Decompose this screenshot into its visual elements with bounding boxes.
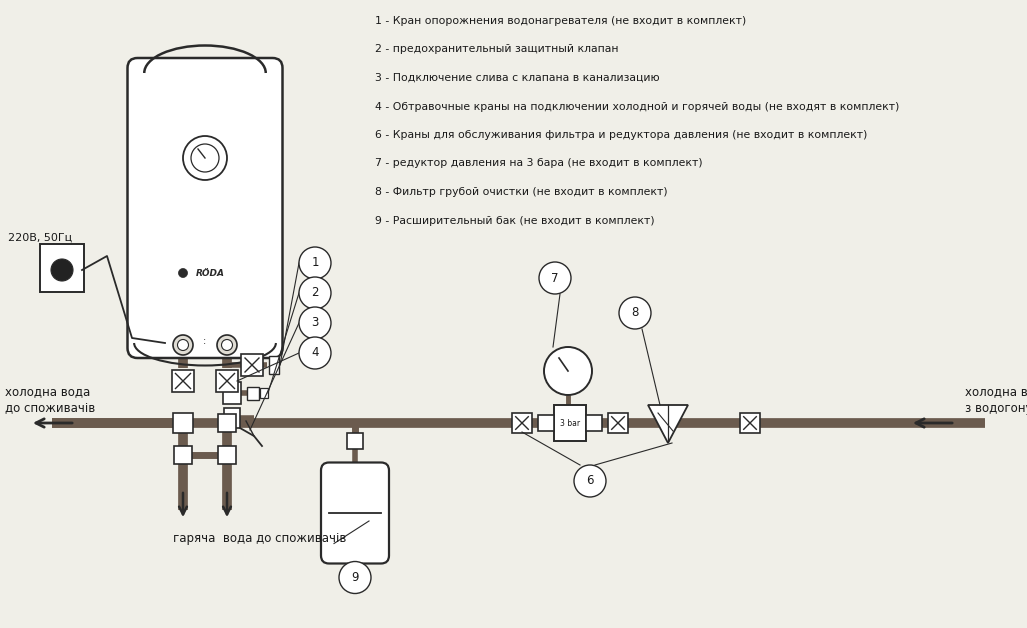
Text: гаряча  вода до споживачів: гаряча вода до споживачів [173, 532, 346, 545]
Text: 1 - Кран опорожнения водонагревателя (не входит в комплект): 1 - Кран опорожнения водонагревателя (не… [375, 16, 747, 26]
Text: RÖDA: RÖDA [195, 269, 225, 278]
FancyBboxPatch shape [554, 405, 586, 441]
FancyBboxPatch shape [172, 370, 194, 392]
Text: 4 - Обтравочные краны на подключении холодной и горячей воды (не входят в компле: 4 - Обтравочные краны на подключении хол… [375, 102, 900, 112]
Circle shape [173, 335, 193, 355]
FancyBboxPatch shape [608, 413, 627, 433]
Text: холодна вода
до споживачів: холодна вода до споживачів [5, 385, 96, 415]
Polygon shape [648, 405, 688, 443]
FancyBboxPatch shape [260, 388, 268, 398]
Text: 6: 6 [586, 475, 594, 487]
Text: 9 - Расширительный бак (не входит в комплект): 9 - Расширительный бак (не входит в комп… [375, 215, 654, 225]
Text: холодна вода
з водогону: холодна вода з водогону [965, 385, 1027, 415]
Text: :: : [203, 336, 206, 346]
Circle shape [51, 259, 73, 281]
Text: 8: 8 [632, 306, 639, 320]
Text: 7 - редуктор давления на 3 бара (не входит в комплект): 7 - редуктор давления на 3 бара (не вход… [375, 158, 702, 168]
Text: 6 - Краны для обслуживания фильтра и редуктора давления (не входит в комплект): 6 - Краны для обслуживания фильтра и ред… [375, 130, 868, 140]
Circle shape [299, 247, 331, 279]
Text: 2 - предохранительный защитный клапан: 2 - предохранительный защитный клапан [375, 45, 618, 55]
FancyBboxPatch shape [248, 386, 259, 399]
Circle shape [217, 335, 237, 355]
Circle shape [539, 262, 571, 294]
Circle shape [183, 136, 227, 180]
Text: 3: 3 [311, 317, 318, 330]
FancyBboxPatch shape [321, 462, 389, 563]
Circle shape [339, 561, 371, 593]
FancyBboxPatch shape [740, 413, 760, 433]
FancyBboxPatch shape [347, 433, 363, 449]
Text: 4: 4 [311, 347, 318, 359]
Circle shape [191, 144, 219, 172]
FancyBboxPatch shape [538, 415, 554, 431]
Circle shape [299, 307, 331, 339]
Text: 8 - Фильтр грубой очистки (не входит в комплект): 8 - Фильтр грубой очистки (не входит в к… [375, 187, 668, 197]
Circle shape [178, 340, 189, 350]
FancyBboxPatch shape [586, 415, 602, 431]
FancyBboxPatch shape [223, 382, 241, 404]
FancyBboxPatch shape [174, 446, 192, 464]
Circle shape [179, 269, 188, 278]
Text: 7: 7 [551, 271, 559, 284]
Circle shape [222, 340, 232, 350]
Circle shape [299, 337, 331, 369]
FancyBboxPatch shape [224, 408, 240, 428]
Circle shape [544, 347, 592, 395]
FancyBboxPatch shape [173, 413, 193, 433]
Circle shape [299, 277, 331, 309]
FancyBboxPatch shape [40, 244, 84, 292]
FancyBboxPatch shape [127, 58, 282, 358]
Text: 220В, 50Гц: 220В, 50Гц [8, 233, 72, 243]
FancyBboxPatch shape [269, 356, 279, 374]
Text: 2: 2 [311, 286, 318, 300]
Text: 1: 1 [311, 256, 318, 269]
FancyBboxPatch shape [216, 370, 238, 392]
Circle shape [574, 465, 606, 497]
FancyBboxPatch shape [218, 446, 236, 464]
Text: 3 bar: 3 bar [560, 418, 580, 428]
FancyBboxPatch shape [241, 354, 263, 376]
FancyBboxPatch shape [512, 413, 532, 433]
Text: 3 - Подключение слива с клапана в канализацию: 3 - Подключение слива с клапана в канали… [375, 73, 659, 83]
FancyBboxPatch shape [218, 414, 236, 432]
Text: 9: 9 [351, 571, 358, 584]
Circle shape [619, 297, 651, 329]
